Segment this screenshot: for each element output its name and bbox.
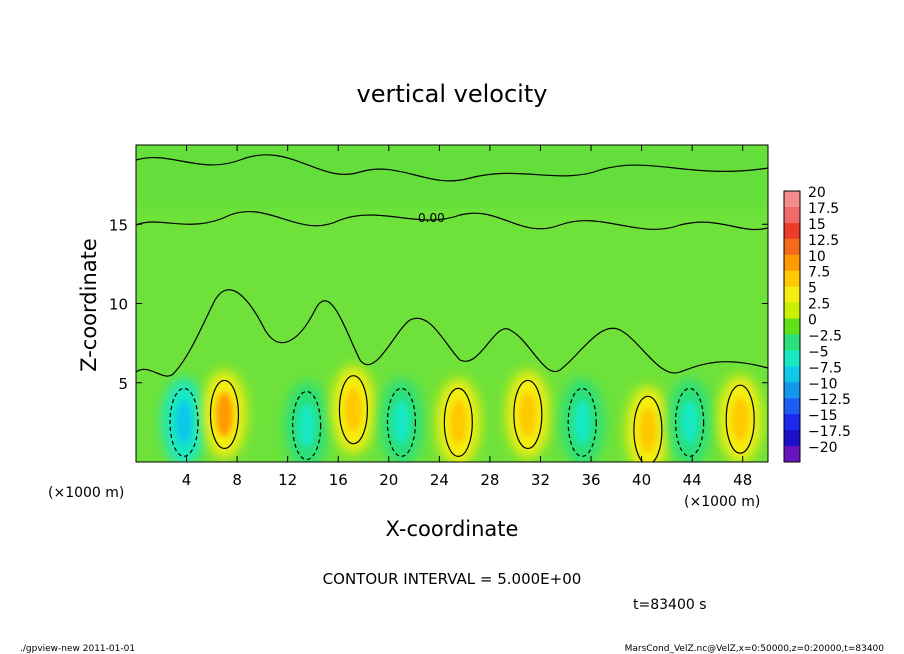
feature-core [639,408,657,453]
colorbar-swatch [784,446,800,463]
feature-core [681,400,699,445]
colorbar-swatch [784,414,800,431]
y-tick-label: 15 [109,216,128,234]
colorbar-swatch [784,430,800,447]
x-unit-label-left: (×1000 m) [48,485,124,501]
feature-contour [567,387,597,457]
feature-core [519,392,537,437]
feature-core [449,400,467,445]
contour-middle [136,210,768,231]
colorbar-label: 5 [808,281,817,297]
x-tick-label: 24 [430,471,449,489]
colorbar-frame [783,190,801,463]
x-axis: 4 8 12 16 20 24 28 32 36 40 44 48 [182,145,752,489]
colorbar-swatch [784,191,800,208]
feature-core [175,400,193,445]
feature-contour [513,379,543,450]
x-tick-label: 20 [379,471,398,489]
colorbar-label: 10 [808,249,826,265]
colorbar-label: 7.5 [808,265,830,281]
feature-contour [338,375,369,445]
x-tick-label: 4 [182,471,192,489]
feature-core [298,403,316,448]
contour-lines [136,154,768,462]
colorbar-label: −5 [808,344,829,360]
colorbar-swatch [784,334,800,351]
contour-interval-label: CONTOUR INTERVAL = 5.000E+00 [323,570,582,588]
colorbar-swatch [784,366,800,383]
colorbar-swatch [784,238,800,256]
colorbar-label: −20 [808,440,838,456]
colorbar-swatch [784,398,800,415]
feature-core [731,397,749,442]
y-tick-label: 5 [118,375,128,393]
x-tick-label: 16 [329,471,348,489]
feature-core [216,392,233,437]
colorbar-swatch [784,382,800,399]
colorbar-label: 0 [808,313,817,329]
time-label: t=83400 s [633,597,707,613]
contour-label: 0.00 [418,211,445,225]
x-unit-label-right: (×1000 m) [684,494,760,510]
feature-contour [633,395,663,462]
feature-contour [209,379,240,450]
feature-contour [443,387,473,457]
x-tick-label: 48 [733,471,752,489]
feature-core [393,400,410,445]
y-tick-label: 10 [109,296,128,314]
feature-core [573,400,591,445]
colorbar-label: 2.5 [808,297,830,313]
feature-contour [675,387,705,457]
colorbar-label: 20 [808,185,826,201]
colorbar-swatch [784,350,800,367]
feature-contour [386,387,417,457]
colorbar-label: −12.5 [808,392,851,408]
colorbar-label: −7.5 [808,360,842,376]
colorbar-label: 12.5 [808,233,839,249]
colorbar-swatch [784,254,800,272]
colorbar: 2017.51512.5107.552.50−2.5−5−7.5−10−12.5… [783,185,851,463]
colorbar-swatch [784,222,800,240]
colorbar-label: 15 [808,217,826,233]
colorbar-swatch [784,286,800,304]
feature-contour [725,384,755,454]
y-axis: 5 10 15 [109,216,768,393]
x-tick-label: 44 [683,471,702,489]
x-tick-label: 40 [632,471,651,489]
colorbar-label: −17.5 [808,424,851,440]
feature-core [345,387,362,432]
plot-area [136,145,768,462]
chart-title: vertical velocity [357,80,548,108]
x-tick-label: 12 [278,471,297,489]
contour-upper [136,154,768,182]
feature-contour [169,387,199,457]
colorbar-label: −2.5 [808,328,842,344]
colorbar-label: −10 [808,376,838,392]
x-tick-label: 28 [480,471,499,489]
feature-contour [292,390,322,461]
colorbar-swatch [784,270,800,288]
y-axis-label: Z-coordinate [77,238,101,372]
contour-lower [136,289,768,377]
field-upper-band [136,145,768,205]
colorbar-label: 17.5 [808,201,839,217]
colorbar-swatch [784,302,800,320]
footer-left: ./gpview-new 2011-01-01 [20,644,135,654]
footer-right: MarsCond_VelZ.nc@VelZ,x=0:50000,z=0:2000… [625,644,885,654]
x-axis-label: X-coordinate [386,517,519,541]
colorbar-swatch [784,318,800,335]
x-tick-label: 8 [232,471,242,489]
x-tick-label: 32 [531,471,550,489]
colorbar-label: −15 [808,408,838,424]
colorbar-swatch [784,206,800,224]
x-tick-label: 36 [581,471,600,489]
